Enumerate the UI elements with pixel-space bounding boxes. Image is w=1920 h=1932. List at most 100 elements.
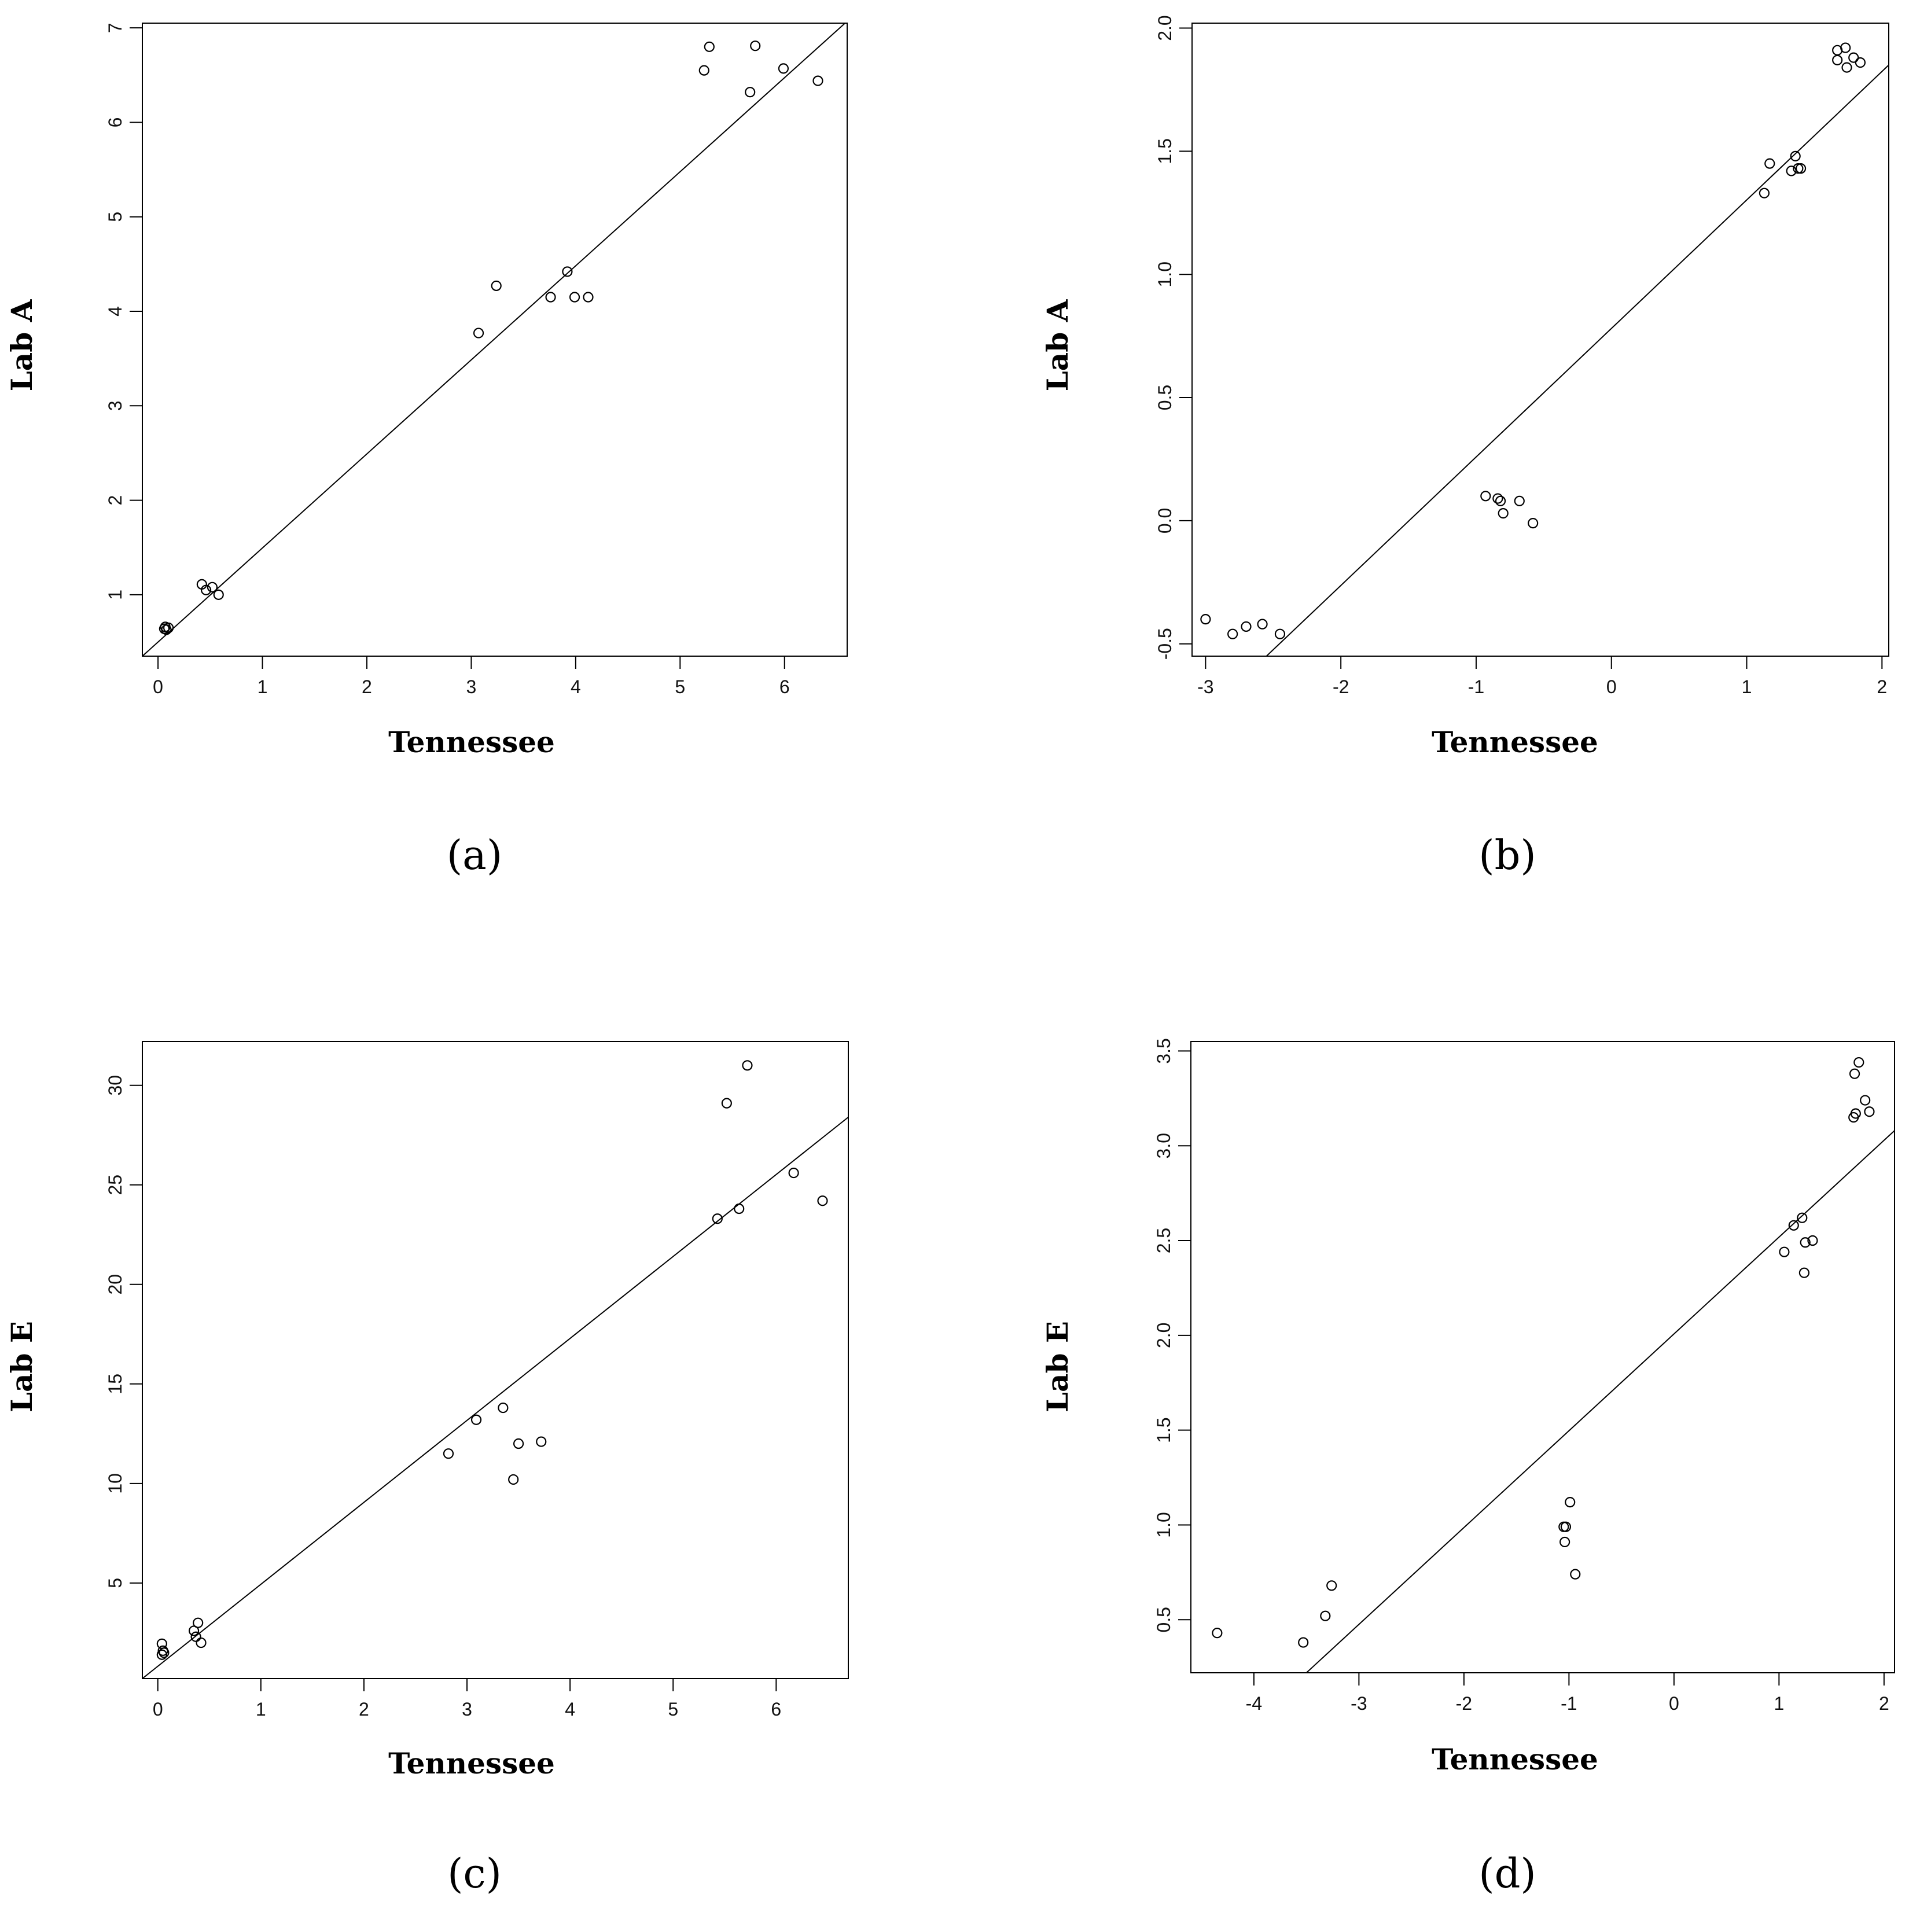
x-tick-label: 6 <box>771 1699 781 1720</box>
y-tick-label: 2.5 <box>1153 1228 1174 1253</box>
data-point <box>470 1414 482 1425</box>
data-point <box>750 41 761 51</box>
data-point <box>1849 1068 1860 1079</box>
data-point <box>1759 187 1770 198</box>
x-tick-label: 3 <box>462 1699 472 1720</box>
data-point <box>1864 1106 1875 1117</box>
data-point <box>1570 1569 1581 1580</box>
data-point <box>1800 1237 1811 1248</box>
data-point <box>742 1060 753 1071</box>
y-axis-title: Lab A <box>5 299 39 391</box>
data-point <box>817 1195 828 1206</box>
x-tick-label: 3 <box>466 676 477 697</box>
y-tick-label: 7 <box>105 23 126 33</box>
y-tick-label: 6 <box>105 117 126 128</box>
data-point <box>156 1649 167 1660</box>
x-tick-label: -2 <box>1456 1693 1472 1714</box>
plot-frame <box>142 23 848 657</box>
x-tick-label: 0 <box>1669 1693 1679 1714</box>
y-tick-label: 1.0 <box>1154 262 1175 287</box>
y-tick-label: 2.0 <box>1154 15 1175 41</box>
chart-panel-2: -3 -2 -1 0 1 2 -0.5 0.0 0.5 1.0 1.5 2.0 Tennessee Lab… <box>1040 15 1889 879</box>
x-tick-label: 4 <box>565 1699 575 1720</box>
x-tick-label: -3 <box>1351 1693 1367 1714</box>
x-tick-label: -1 <box>1468 676 1484 697</box>
x-tick-label: 1 <box>258 676 268 697</box>
data-point <box>1788 1220 1799 1231</box>
x-tick-label: -3 <box>1197 676 1213 697</box>
data-point <box>1320 1610 1331 1621</box>
y-tick-label: 4 <box>105 306 126 317</box>
fit-line <box>1266 64 1889 656</box>
x-tick-label: 0 <box>153 1699 163 1720</box>
data-point <box>196 1637 207 1648</box>
panel-label: (b) <box>1478 831 1536 879</box>
data-point <box>188 1625 200 1636</box>
x-tick-label: 1 <box>1742 676 1752 697</box>
x-tick-label: 0 <box>153 676 163 697</box>
x-tick-label: 2 <box>1877 676 1887 697</box>
data-point <box>1841 62 1852 73</box>
x-tick-label: 5 <box>675 676 685 697</box>
data-point <box>545 292 556 303</box>
data-point <box>1559 1536 1570 1548</box>
chart-panel-1: 0 1 2 3 4 5 6 1 2 3 4 5 6 7 Tennessee Lab A (a) <box>5 23 848 879</box>
x-tick-label: 0 <box>1606 676 1617 697</box>
data-point <box>1514 495 1525 506</box>
y-tick-label: 1.5 <box>1154 138 1175 164</box>
data-point <box>788 1167 799 1179</box>
data-point <box>513 1438 524 1449</box>
data-point <box>812 75 823 86</box>
data-point <box>190 1631 201 1642</box>
y-tick-label: 0.0 <box>1154 508 1175 533</box>
x-axis-title: Tennessee <box>388 1746 555 1780</box>
data-point <box>1793 163 1804 174</box>
x-tick-label: 1 <box>256 1699 266 1720</box>
data-point <box>1257 619 1268 630</box>
data-point <box>1558 1521 1569 1532</box>
data-point <box>1298 1637 1309 1648</box>
data-point <box>498 1402 509 1414</box>
y-tick-label: -0.5 <box>1154 628 1175 660</box>
x-tick-label: 4 <box>571 676 581 697</box>
y-tick-label: 20 <box>105 1274 126 1295</box>
y-tick-label: 25 <box>105 1175 126 1195</box>
data-point <box>569 292 580 303</box>
plot-frame <box>1191 23 1889 657</box>
data-point <box>1840 42 1851 53</box>
y-tick-label: 0.5 <box>1154 385 1175 410</box>
y-tick-label: 1.0 <box>1153 1512 1174 1537</box>
x-tick-label: 2 <box>362 676 372 697</box>
data-point <box>508 1474 519 1485</box>
x-tick-label: -2 <box>1333 676 1349 697</box>
data-point <box>1241 621 1252 632</box>
x-tick-label: 6 <box>779 676 790 697</box>
data-point <box>712 1213 723 1224</box>
x-tick-label: 1 <box>1774 1693 1784 1714</box>
data-point <box>1850 1108 1861 1119</box>
y-tick-label: 1 <box>105 590 126 600</box>
data-point <box>1832 54 1843 65</box>
data-point <box>1764 158 1775 169</box>
data-point <box>443 1448 454 1459</box>
x-tick-label: -1 <box>1561 1693 1577 1714</box>
x-tick-label: 5 <box>668 1699 678 1720</box>
data-point <box>698 65 709 76</box>
y-tick-label: 3 <box>105 400 126 411</box>
data-point <box>778 63 789 74</box>
y-axis-title: Lab E <box>1040 1321 1075 1412</box>
y-tick-label: 0.5 <box>1153 1607 1174 1632</box>
x-tick-label: -4 <box>1246 1693 1262 1714</box>
data-point <box>1779 1246 1790 1257</box>
data-point <box>1798 1267 1810 1278</box>
data-point <box>207 582 218 593</box>
panel-label: (c) <box>447 1850 502 1897</box>
y-tick-label: 5 <box>105 212 126 222</box>
panel-label: (a) <box>447 831 502 879</box>
data-point <box>1495 495 1506 506</box>
y-tick-label: 30 <box>105 1075 126 1096</box>
data-point <box>1498 508 1509 519</box>
data-point <box>1786 165 1797 176</box>
chart-panel-3: 0 1 2 3 4 5 6 5 10 15 20 25 30 Tennessee Lab E (c) <box>5 1041 849 1897</box>
